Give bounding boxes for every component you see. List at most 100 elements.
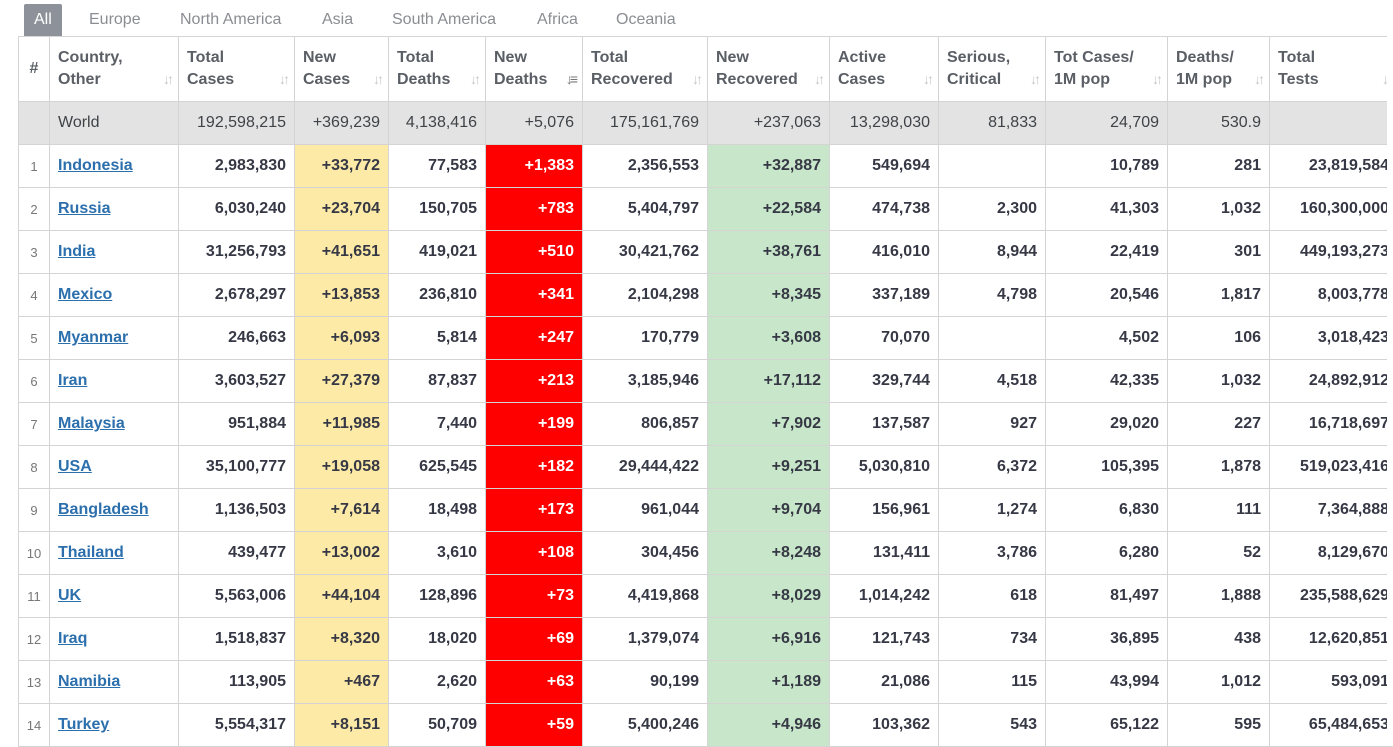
header-cases-per-1m[interactable]: Tot Cases/1M pop↓↑ (1046, 37, 1168, 102)
country-link[interactable]: Thailand (58, 544, 124, 561)
cell-total-recovered: 304,456 (583, 532, 708, 575)
sort-icon[interactable]: ↓↑ (814, 68, 822, 90)
cell-country: Myanmar (50, 317, 179, 360)
country-link[interactable]: Russia (58, 200, 110, 217)
cell-total-deaths: 18,498 (389, 489, 486, 532)
cell-rank: 9 (19, 489, 50, 532)
country-link[interactable]: USA (58, 458, 92, 475)
country-link[interactable]: Namibia (58, 673, 120, 690)
sort-icon[interactable]: ↓↑ (373, 68, 381, 90)
cell-serious-critical: 618 (939, 575, 1046, 618)
cell-total-tests: 8,003,778 (1270, 274, 1393, 317)
cell-new-deaths: +59 (486, 704, 583, 747)
cell-serious-critical: 927 (939, 403, 1046, 446)
country-link[interactable]: Bangladesh (58, 501, 149, 518)
cell-country: Iran (50, 360, 179, 403)
tab-oceania[interactable]: Oceania (606, 4, 686, 36)
cell-active-cases: 21,086 (830, 661, 939, 704)
sort-icon[interactable]: ↓↑ (470, 68, 478, 90)
header-country[interactable]: Country,Other↓↑ (50, 37, 179, 102)
sort-icon[interactable]: ↓↑ (923, 68, 931, 90)
cell-total-deaths: 2,620 (389, 661, 486, 704)
cell-total-recovered: 961,044 (583, 489, 708, 532)
cell-total-recovered: 806,857 (583, 403, 708, 446)
cell-new-deaths: +69 (486, 618, 583, 661)
country-link[interactable]: Malaysia (58, 415, 125, 432)
header-label: Cases (838, 71, 885, 88)
world-total-recovered: 175,161,769 (583, 102, 708, 145)
cell-cases-per-1m: 81,497 (1046, 575, 1168, 618)
cell-cases-per-1m: 36,895 (1046, 618, 1168, 661)
tab-all[interactable]: All (24, 4, 62, 36)
cell-country: Turkey (50, 704, 179, 747)
country-link[interactable]: India (58, 243, 95, 260)
cell-total-tests: 519,023,416 (1270, 446, 1393, 489)
country-link[interactable]: Iraq (58, 630, 87, 647)
cell-new-deaths: +199 (486, 403, 583, 446)
header-deaths-per-1m[interactable]: Deaths/1M pop↓↑ (1168, 37, 1270, 102)
country-link[interactable]: Turkey (58, 716, 109, 733)
cell-cases-per-1m: 6,830 (1046, 489, 1168, 532)
sort-icon[interactable]: ↓↑ (1152, 68, 1160, 90)
cell-rank: 8 (19, 446, 50, 489)
cell-total-recovered: 4,419,868 (583, 575, 708, 618)
cell-rank: 6 (19, 360, 50, 403)
sort-icon[interactable]: ↓↑ (692, 68, 700, 90)
header-label: Cases (303, 71, 350, 88)
cell-total-cases: 246,663 (179, 317, 295, 360)
cell-new-cases: +44,104 (295, 575, 389, 618)
cell-total-cases: 2,678,297 (179, 274, 295, 317)
cell-total-cases: 2,983,830 (179, 145, 295, 188)
cell-deaths-per-1m: 1,032 (1168, 360, 1270, 403)
world-new-recovered: +237,063 (708, 102, 830, 145)
cell-cases-per-1m: 41,303 (1046, 188, 1168, 231)
cell-active-cases: 337,189 (830, 274, 939, 317)
cell-total-recovered: 5,404,797 (583, 188, 708, 231)
world-total-cases: 192,598,215 (179, 102, 295, 145)
cell-new-deaths: +173 (486, 489, 583, 532)
cell-new-cases: +19,058 (295, 446, 389, 489)
tab-asia[interactable]: Asia (312, 4, 363, 36)
country-link[interactable]: UK (58, 587, 81, 604)
cell-new-cases: +11,985 (295, 403, 389, 446)
header-serious-critical[interactable]: Serious,Critical↓↑ (939, 37, 1046, 102)
cell-total-recovered: 5,400,246 (583, 704, 708, 747)
sort-icon[interactable]: ↓↑ (1254, 68, 1262, 90)
cell-cases-per-1m: 6,280 (1046, 532, 1168, 575)
sort-icon[interactable]: ↓↑ (163, 68, 171, 90)
tab-europe[interactable]: Europe (79, 4, 151, 36)
sort-icon[interactable]: ↓↑ (279, 68, 287, 90)
country-link[interactable]: Iran (58, 372, 87, 389)
sort-icon[interactable]: ↓↑ (1030, 68, 1038, 90)
country-link[interactable]: Myanmar (58, 329, 128, 346)
cell-new-recovered: +6,916 (708, 618, 830, 661)
tab-africa[interactable]: Africa (527, 4, 588, 36)
cell-serious-critical: 3,786 (939, 532, 1046, 575)
cell-new-recovered: +9,251 (708, 446, 830, 489)
cell-serious-critical: 734 (939, 618, 1046, 661)
country-link[interactable]: Indonesia (58, 157, 133, 174)
cell-total-deaths: 3,610 (389, 532, 486, 575)
country-link[interactable]: Mexico (58, 286, 112, 303)
world-total-deaths: 4,138,416 (389, 102, 486, 145)
tab-south-america[interactable]: South America (382, 4, 506, 36)
sort-desc-icon[interactable]: ↓≡ (566, 68, 575, 90)
cell-total-tests: 3,018,423 (1270, 317, 1393, 360)
cell-rank: 5 (19, 317, 50, 360)
header-label: Recovered (716, 71, 798, 88)
tab-north-america[interactable]: North America (170, 4, 291, 36)
world-total-tests (1270, 102, 1393, 145)
cell-cases-per-1m: 42,335 (1046, 360, 1168, 403)
header-rank[interactable]: # (19, 37, 50, 102)
cell-deaths-per-1m: 1,012 (1168, 661, 1270, 704)
